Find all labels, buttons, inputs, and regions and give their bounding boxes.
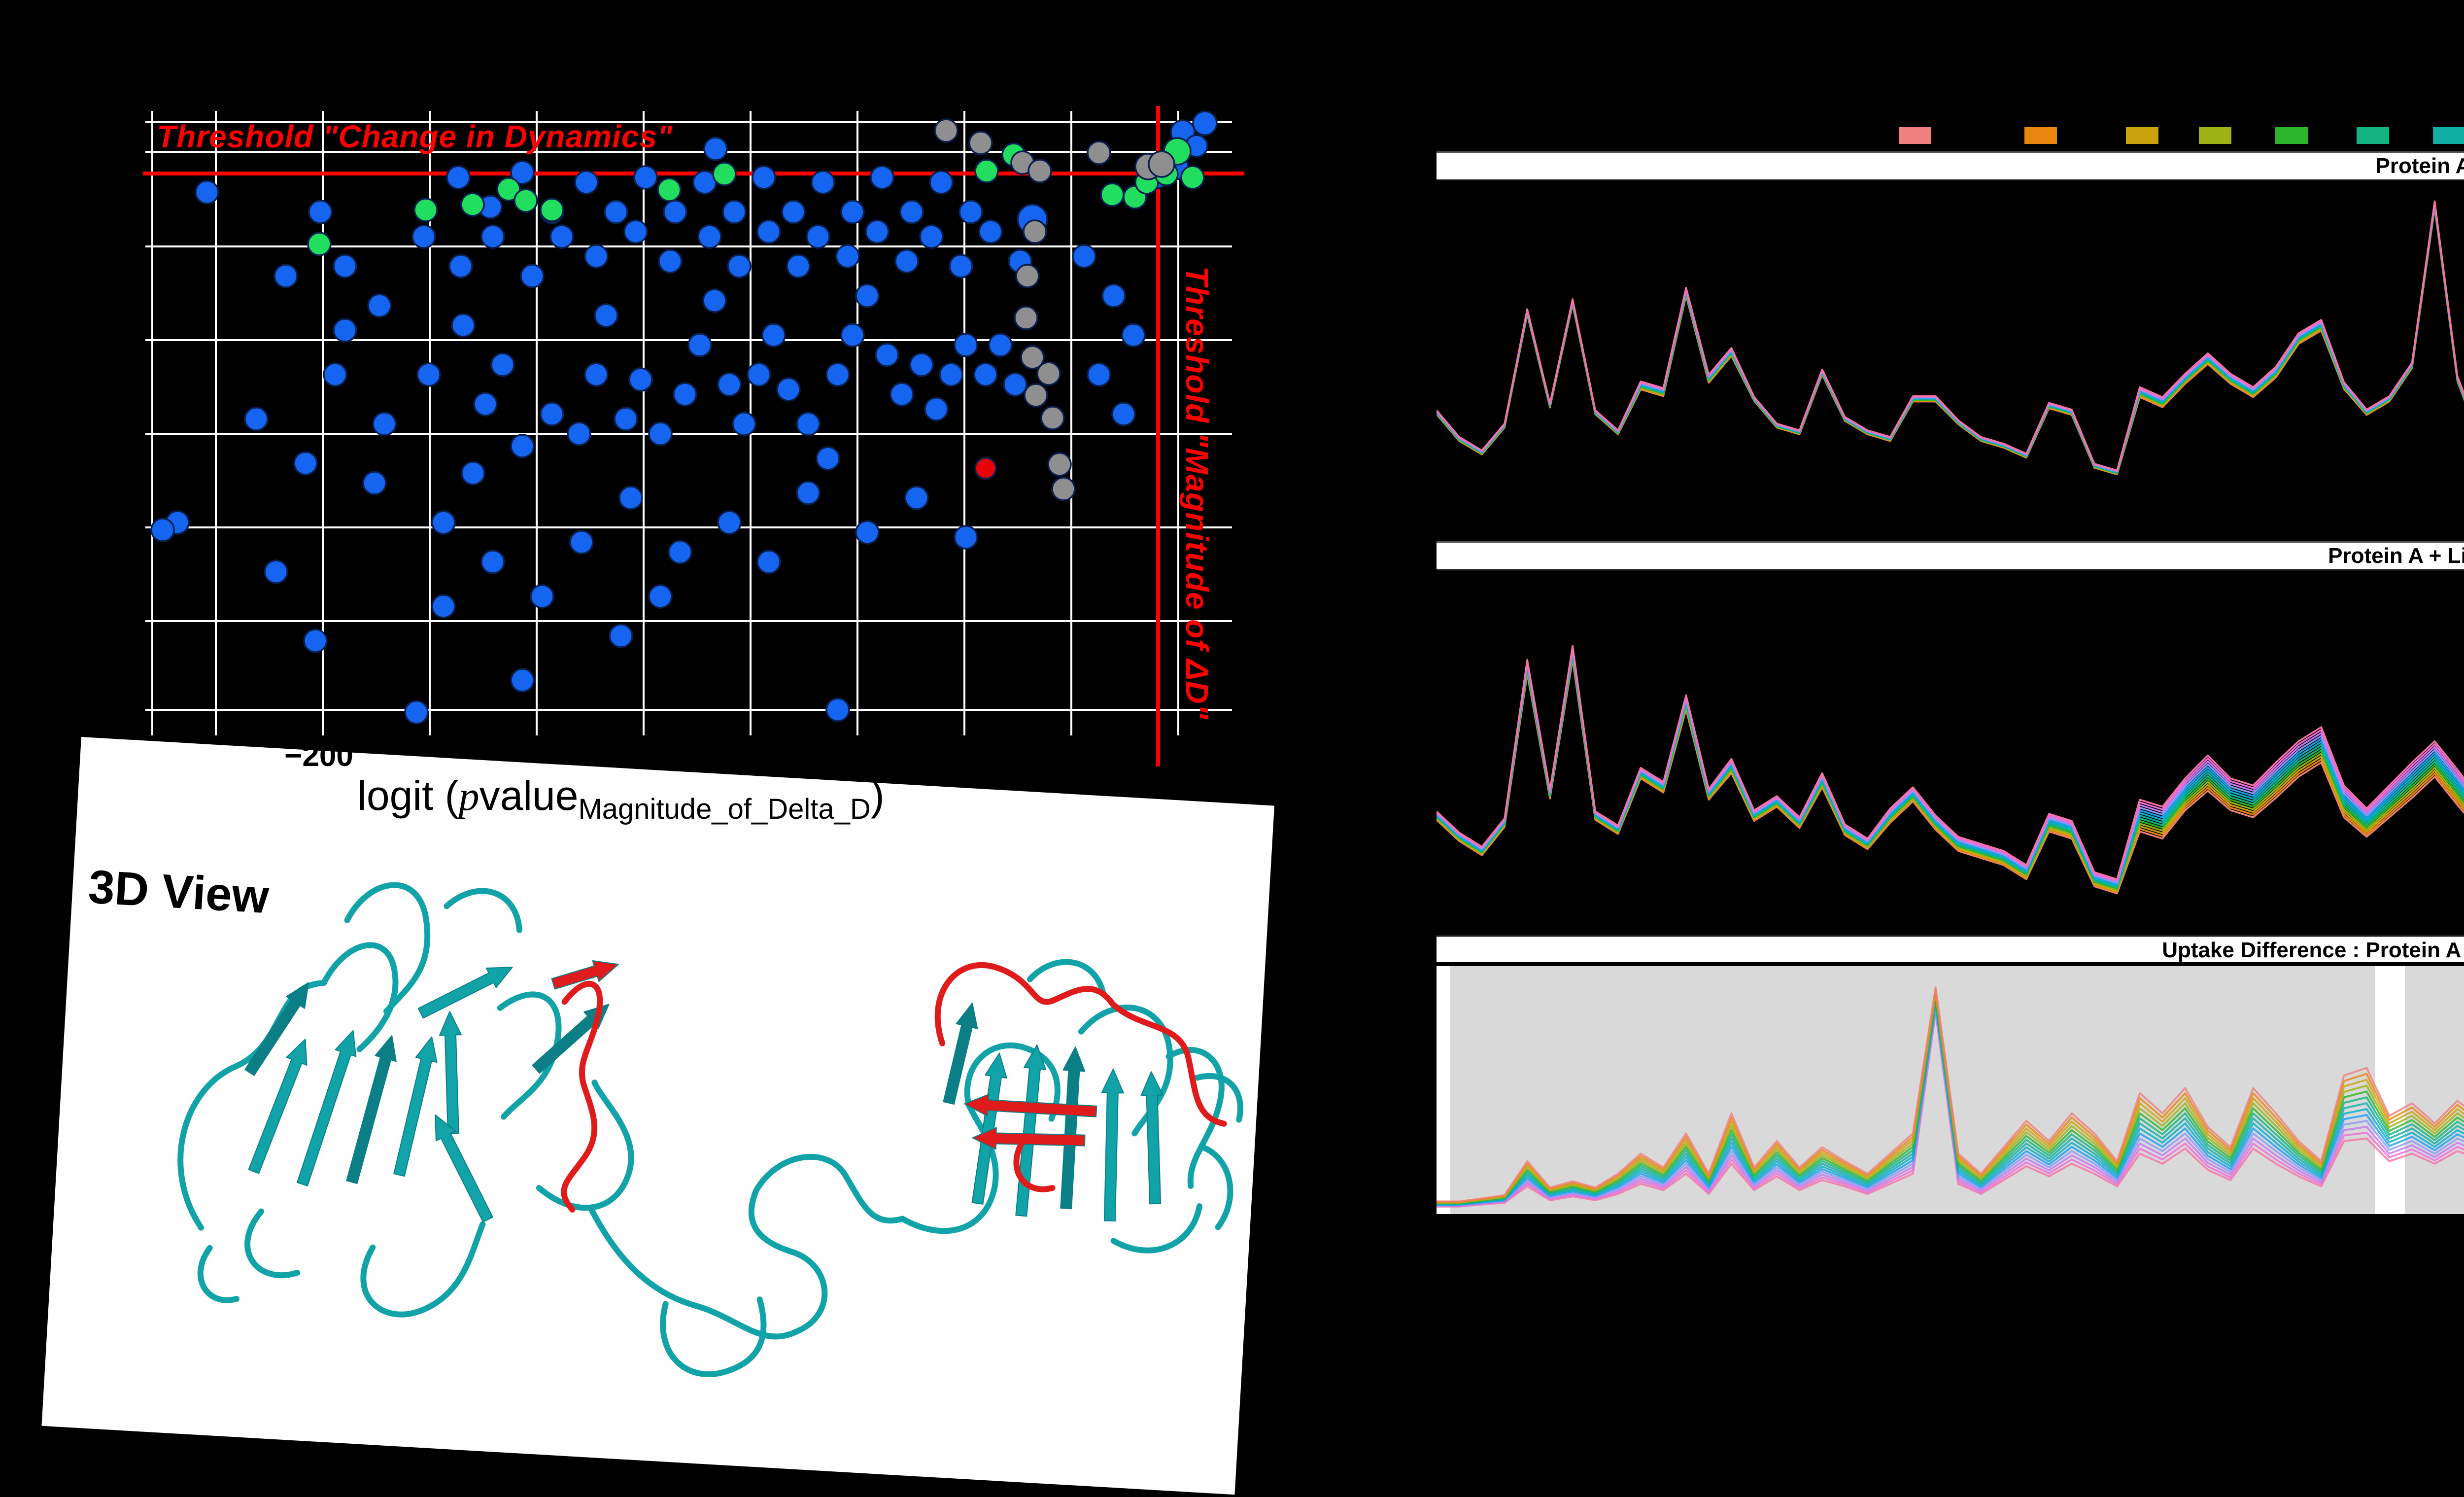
chart-title-bar-protein-a: Protein A — [1437, 151, 2464, 181]
volcano-plot — [143, 106, 1244, 766]
legend-swatch-timepoint-6 — [2357, 127, 2389, 144]
chart-title-bar-protein-a-ligand: Protein A + Ligand — [1437, 541, 2464, 571]
legend-swatch-timepoint-3 — [2126, 127, 2158, 144]
x-axis-label: logit (pvalueMagnitude_of_Delta_D) — [357, 772, 885, 825]
uptake-chart-protein-a — [1437, 200, 2464, 476]
x-axis-tick: −200 — [284, 739, 353, 773]
3d-view-panel: 3D View — [41, 737, 1274, 1495]
threshold-magnitude-label: Threshold "Magnitude of ΔD" — [1179, 266, 1215, 720]
hdx-analysis-screenshot: { "page_bg": "#000000", "view3d": { "tit… — [41, 106, 2464, 1495]
chart-title: Protein A + Ligand — [2328, 544, 2464, 568]
protein-ribbon-figure — [177, 882, 1243, 1377]
uptake-chart-protein-a-ligand — [1437, 645, 2464, 895]
legend-swatch-timepoint-7 — [2433, 127, 2464, 144]
x-axis-tick: −100 — [587, 739, 656, 773]
3d-view-title: 3D View — [87, 860, 271, 924]
legend-swatch-timepoint-1 — [1899, 127, 1931, 144]
legend-swatch-timepoint-5 — [2275, 127, 2308, 144]
threshold-change-in-dynamics-label: Threshold "Change in Dynamics" — [157, 119, 673, 154]
chart-title-bar-uptake-difference: Uptake Difference : Protein A - (Protein… — [1437, 936, 2464, 965]
uptake-difference-chart — [1437, 962, 2464, 1214]
legend-swatch-timepoint-4 — [2199, 127, 2231, 144]
legend-swatch-timepoint-2 — [2024, 127, 2057, 144]
chart-title: Uptake Difference : Protein A - (Protein… — [2162, 938, 2464, 962]
chart-title: Protein A — [2375, 154, 2464, 178]
